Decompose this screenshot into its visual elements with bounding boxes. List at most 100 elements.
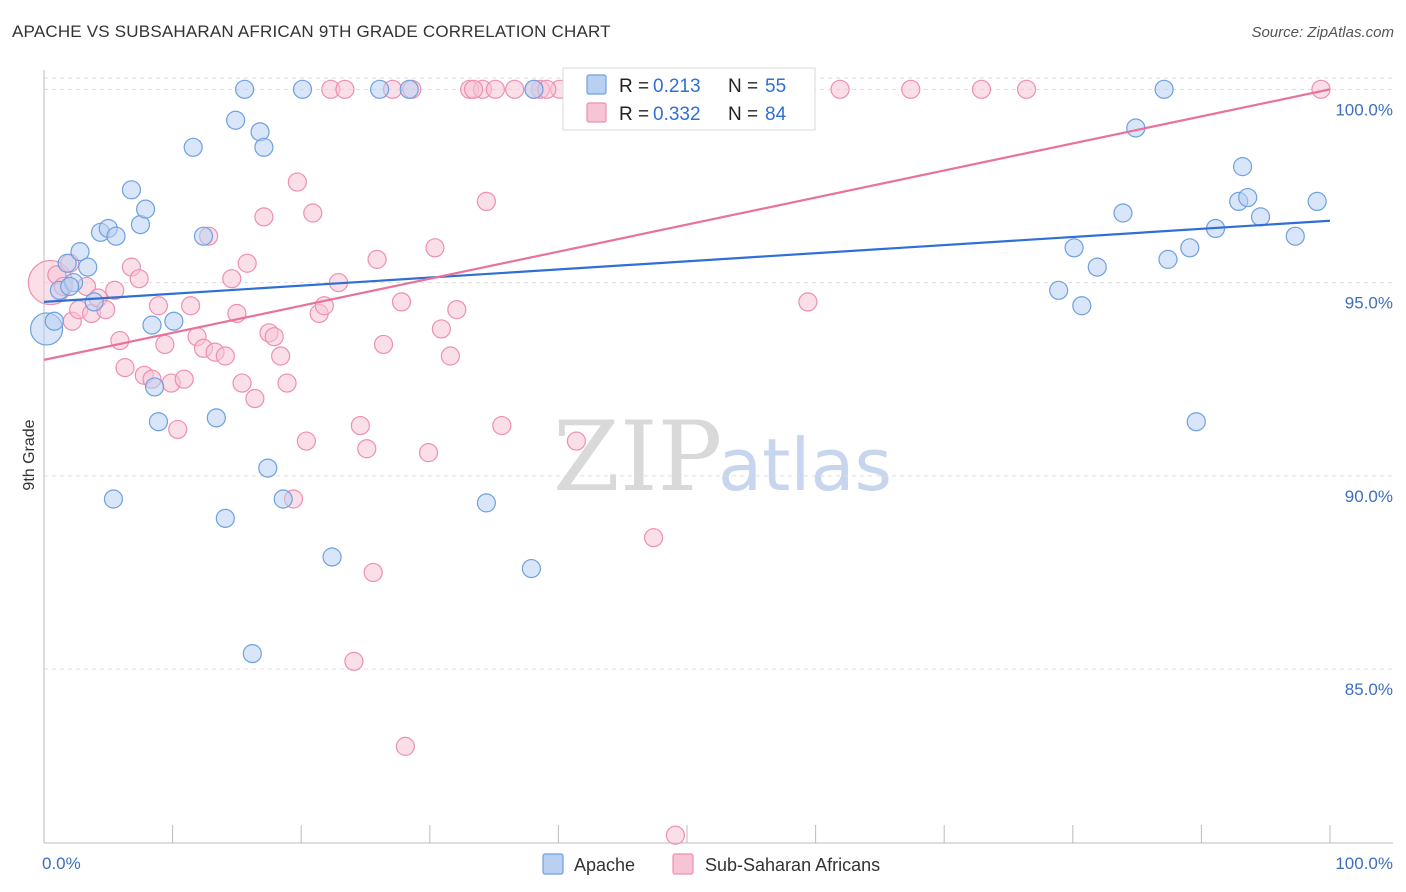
subsaharan-point xyxy=(566,431,587,451)
y-axis-label: 9th Grade xyxy=(21,419,38,490)
subsaharan-point xyxy=(232,373,252,393)
apache-point xyxy=(399,79,419,99)
apache-point xyxy=(254,137,274,157)
apache-point xyxy=(183,137,203,157)
apache-point xyxy=(292,79,313,99)
subsaharan-point xyxy=(181,296,201,316)
x-tick-label-min: 0.0% xyxy=(42,854,81,873)
apache-point xyxy=(226,110,246,130)
apache-point xyxy=(78,257,98,277)
apache-point xyxy=(322,547,342,567)
watermark-atlas: atlas xyxy=(718,423,892,507)
subsaharan-point xyxy=(168,419,188,440)
apache-point xyxy=(135,199,156,219)
legend-apache-n-label: N = xyxy=(728,76,758,97)
subsaharan-point xyxy=(155,334,175,355)
apache-point xyxy=(1064,238,1084,258)
apache-point xyxy=(84,292,104,312)
apache-point xyxy=(521,558,541,579)
axes xyxy=(43,70,1393,844)
legend-apache-r-label: R = xyxy=(619,76,649,97)
subsaharan-point xyxy=(463,79,484,99)
subsaharan-point xyxy=(367,249,387,269)
watermark-zip: ZIP xyxy=(553,401,722,513)
legend-apache-r-value: 0.213 xyxy=(653,76,701,97)
apache-point xyxy=(1232,157,1253,177)
subsaharan-point xyxy=(971,79,992,99)
bottom-legend-subsaharan-label: Sub-Saharan Africans xyxy=(705,855,880,875)
apache-point xyxy=(1158,249,1178,269)
x-tick-labels: 0.0% 100.0% xyxy=(42,854,1393,873)
apache-point xyxy=(1186,412,1206,432)
stats-legend: R = 0.213 N = 55 R = 0.332 N = 84 xyxy=(562,67,816,131)
apache-point xyxy=(103,489,124,509)
subsaharan-point xyxy=(105,280,125,300)
watermark: ZIP atlas xyxy=(553,401,892,513)
subsaharan-point xyxy=(264,327,284,347)
apache-point xyxy=(206,408,226,428)
subsaharan-point xyxy=(391,292,412,312)
subsaharan-point xyxy=(363,562,383,583)
subsaharan-point xyxy=(665,825,686,845)
subsaharan-point xyxy=(505,79,525,99)
apache-point xyxy=(273,489,293,509)
apache-point xyxy=(193,226,214,246)
apache-point xyxy=(235,79,255,99)
subsaharan-point xyxy=(215,346,235,366)
subsaharan-point xyxy=(174,369,194,389)
subsaharan-point xyxy=(222,269,242,289)
bottom-legend-subsaharan-swatch xyxy=(672,853,694,875)
subsaharan-point xyxy=(357,439,377,459)
subsaharan-point xyxy=(245,388,265,409)
subsaharan-point xyxy=(440,346,460,366)
y-tick-label: 100.0% xyxy=(1335,100,1393,119)
subsaharan-point xyxy=(277,373,297,393)
subsaharan-point xyxy=(287,172,307,192)
apache-point xyxy=(215,508,235,528)
subsaharan-point xyxy=(373,334,394,355)
apache-point xyxy=(524,79,544,99)
legend-subsaharan-r-label: R = xyxy=(619,104,649,125)
subsaharan-point xyxy=(1016,79,1037,99)
subsaharan-point xyxy=(296,431,316,451)
apache-point xyxy=(370,79,390,99)
series-legend: Apache Sub-Saharan Africans xyxy=(542,853,880,875)
trend-lines xyxy=(43,88,1331,361)
apache-point xyxy=(1307,191,1327,212)
subsaharan-point xyxy=(237,253,257,273)
subsaharan-point xyxy=(447,300,467,320)
source-credit: Source: ZipAtlas.com xyxy=(1251,24,1394,41)
apache-point xyxy=(1049,280,1069,300)
y-tick-label: 90.0% xyxy=(1345,487,1393,506)
apache-point xyxy=(1072,296,1092,316)
bottom-legend-apache-swatch xyxy=(542,853,564,875)
apache-point xyxy=(1238,187,1258,208)
y-tick-labels: 85.0% 90.0% 95.0% 100.0% xyxy=(1335,100,1393,699)
apache-point xyxy=(44,311,64,331)
subsaharan-point xyxy=(798,292,818,312)
subsaharan-point xyxy=(643,528,664,548)
apache-point xyxy=(1113,203,1133,223)
subsaharan-point xyxy=(476,191,496,212)
apache-trend-line xyxy=(43,219,1331,303)
apache-point xyxy=(144,377,165,397)
apache-point xyxy=(164,311,184,331)
subsaharan-point xyxy=(485,79,505,99)
legend-subsaharan-r-value: 0.332 xyxy=(653,104,701,125)
y-tick-label: 95.0% xyxy=(1345,294,1393,313)
apache-point xyxy=(70,242,90,262)
apache-point xyxy=(258,458,278,478)
subsaharan-point xyxy=(901,79,921,99)
subsaharan-point xyxy=(425,238,445,258)
apache-point xyxy=(60,276,80,297)
subsaharan-point xyxy=(115,358,135,378)
subsaharan-point xyxy=(148,296,169,316)
subsaharan-point xyxy=(303,203,323,223)
x-tick-label-max: 100.0% xyxy=(1335,854,1393,873)
apache-point xyxy=(106,226,126,246)
apache-point xyxy=(148,412,169,432)
subsaharan-point xyxy=(129,269,149,289)
apache-point xyxy=(121,180,142,200)
bottom-legend-apache-label: Apache xyxy=(574,855,635,875)
